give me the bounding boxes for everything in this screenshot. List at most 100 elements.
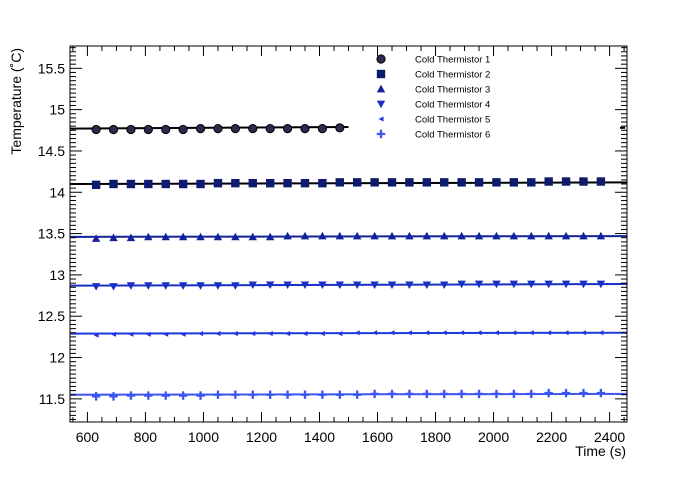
series-6-fit-line bbox=[69, 392, 628, 396]
series-4-point bbox=[144, 282, 153, 290]
series-2-fit-line bbox=[69, 181, 628, 186]
series-1-point bbox=[266, 125, 274, 133]
series-5-point bbox=[441, 330, 447, 336]
y-axis-label: Temperature (˚C) bbox=[8, 48, 24, 155]
series-2-point bbox=[213, 178, 223, 188]
series-4-point bbox=[231, 282, 240, 290]
series-5-point bbox=[580, 330, 587, 336]
series-4-point bbox=[457, 280, 466, 289]
x-tick-label: 800 bbox=[134, 429, 158, 445]
series-1-point bbox=[231, 125, 239, 133]
fit-lines-layer bbox=[69, 125, 628, 396]
series-2-point bbox=[457, 178, 466, 187]
series-4-point bbox=[161, 282, 170, 290]
legend: Cold Thermistor 1 Cold Thermistor 2 Cold T… bbox=[376, 54, 490, 141]
series-4-point bbox=[561, 280, 571, 289]
series-3-point bbox=[144, 232, 153, 241]
series-3-point bbox=[405, 231, 414, 240]
series-6-point bbox=[579, 388, 588, 398]
series-4-point bbox=[387, 281, 397, 290]
plot-frame bbox=[69, 45, 628, 423]
series-2-point bbox=[353, 178, 362, 187]
series-6-point bbox=[318, 390, 327, 399]
series-5-point bbox=[354, 330, 360, 336]
series-3-point bbox=[265, 232, 275, 241]
series-4-point bbox=[405, 281, 414, 290]
legend-label: Cold Thermistor 1 bbox=[415, 55, 490, 66]
series-1-point bbox=[162, 125, 170, 134]
y-tick-label: 12 bbox=[49, 350, 65, 366]
series-3-point bbox=[335, 231, 344, 240]
x-tick-label: 2400 bbox=[594, 429, 625, 445]
ticks-layer: 600 800 1000 1200 1400 1600 1800 2000 2200 2400 11… bbox=[38, 46, 627, 445]
series-4-point bbox=[544, 280, 553, 289]
series-6-point bbox=[178, 391, 188, 400]
series-6-point bbox=[370, 389, 379, 399]
series-2-point bbox=[422, 178, 432, 187]
series-4-point bbox=[213, 282, 223, 290]
x-axis-label: Time (s) bbox=[575, 443, 626, 459]
series-5-point bbox=[180, 331, 186, 337]
legend-marker bbox=[376, 69, 386, 79]
series-6-point bbox=[387, 389, 397, 399]
series-3-point bbox=[492, 231, 501, 240]
series-4-point bbox=[440, 281, 449, 290]
series-4-point bbox=[283, 281, 292, 290]
y-tick-label: 11.5 bbox=[39, 391, 65, 407]
series-2-point bbox=[509, 178, 519, 187]
series-2-point bbox=[248, 178, 257, 188]
series-5-point bbox=[319, 331, 325, 337]
series-2-point bbox=[109, 179, 118, 189]
series-2-point bbox=[126, 179, 136, 189]
series-2-point bbox=[300, 178, 310, 188]
series-2-point bbox=[387, 178, 397, 187]
series-5-point bbox=[424, 330, 430, 336]
series-5-points bbox=[93, 330, 604, 338]
series-1-point bbox=[283, 125, 292, 133]
series-5-point bbox=[232, 331, 238, 337]
series-6-point bbox=[422, 389, 432, 399]
series-6-point bbox=[561, 388, 571, 398]
series-2-point bbox=[474, 178, 484, 187]
y-tick-label: 13 bbox=[49, 267, 65, 283]
series-5-point bbox=[250, 331, 256, 337]
series-4-point bbox=[422, 281, 432, 290]
series-5-point bbox=[302, 331, 308, 337]
series-5-point bbox=[493, 330, 499, 336]
series-6-point bbox=[596, 388, 606, 398]
series-4-point bbox=[474, 280, 484, 289]
series-5-point bbox=[163, 331, 169, 337]
series-6-point bbox=[109, 392, 118, 401]
series-4-point bbox=[492, 280, 501, 289]
series-5-point bbox=[267, 331, 273, 337]
series-1-point bbox=[318, 125, 326, 133]
series-6-point bbox=[213, 390, 223, 399]
series-6-point bbox=[196, 391, 205, 400]
series-4-point bbox=[265, 281, 275, 290]
series-2-point bbox=[544, 177, 553, 186]
series-1-point bbox=[109, 125, 118, 134]
series-5-point bbox=[389, 330, 395, 336]
series-5-point bbox=[372, 330, 378, 336]
series-2-point bbox=[370, 178, 379, 187]
legend-label: Cold Thermistor 3 bbox=[415, 85, 490, 96]
series-6-point bbox=[126, 391, 136, 400]
series-3-point bbox=[213, 232, 223, 241]
series-3-point bbox=[387, 231, 397, 240]
series-3-point bbox=[353, 231, 362, 240]
series-3-point bbox=[457, 231, 466, 240]
series-5-point bbox=[145, 331, 151, 337]
series-3-point bbox=[283, 231, 292, 240]
series-4-point bbox=[178, 282, 188, 290]
series-6-point bbox=[405, 389, 414, 399]
x-tick-label: 2200 bbox=[536, 429, 567, 445]
x-tick-label: 600 bbox=[76, 429, 100, 445]
series-2-point bbox=[492, 178, 501, 187]
y-tick-label: 12.5 bbox=[38, 308, 65, 324]
series-6-point bbox=[509, 389, 519, 399]
series-4-point bbox=[318, 281, 327, 290]
series-2-point bbox=[178, 179, 188, 189]
series-5-point bbox=[128, 331, 134, 337]
series-2-point bbox=[144, 179, 153, 189]
series-5-point bbox=[110, 331, 117, 337]
